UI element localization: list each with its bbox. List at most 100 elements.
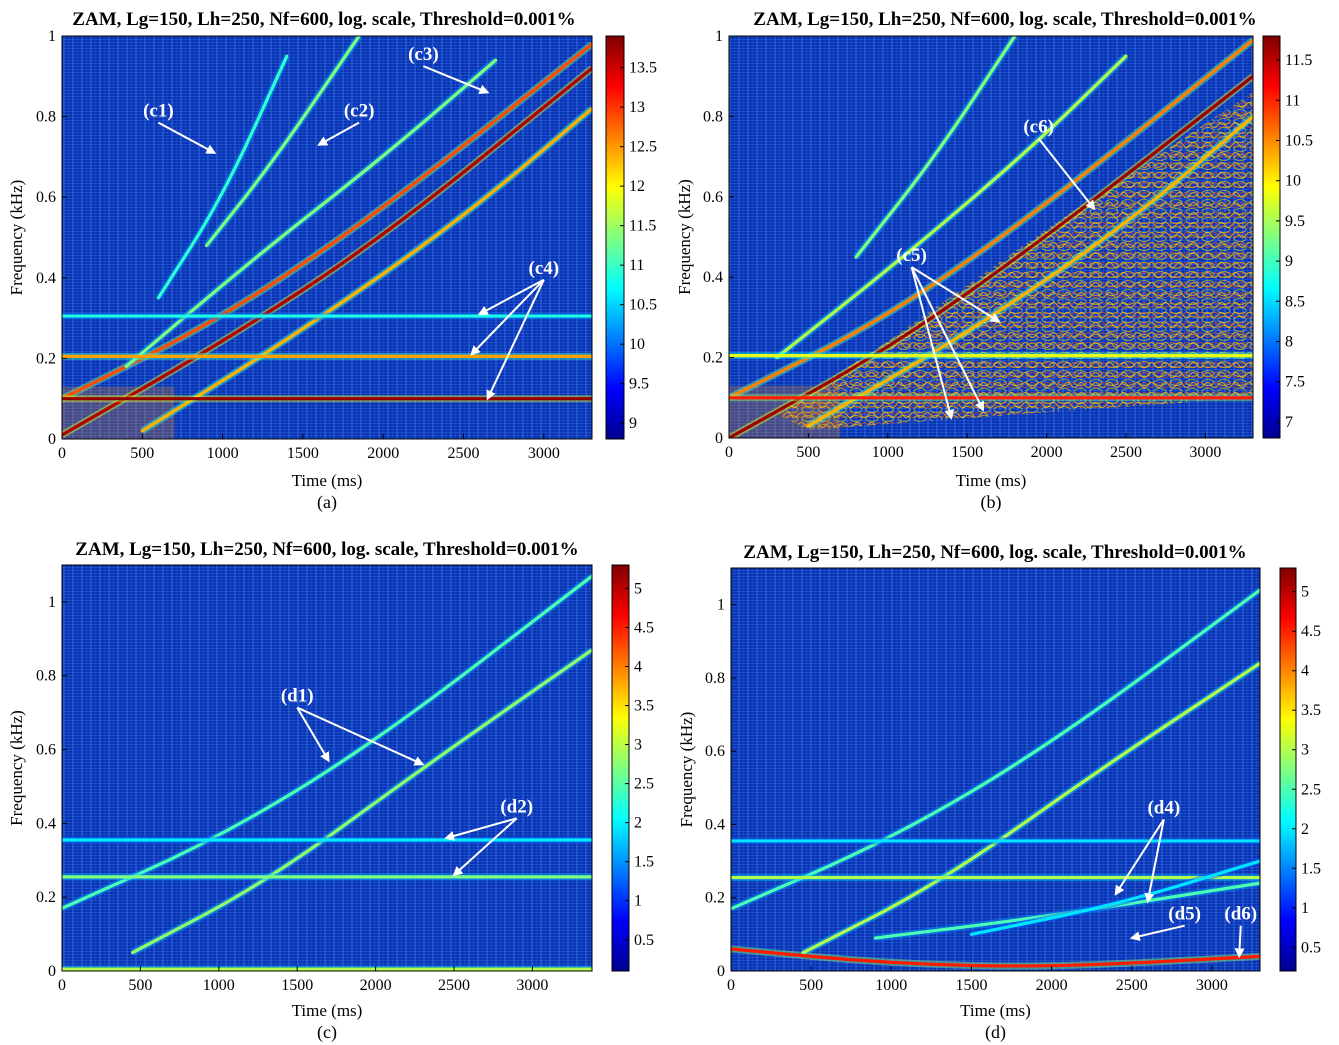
ridge xyxy=(204,36,361,248)
colorbar-tick-label: 10.5 xyxy=(1285,133,1313,150)
colorbar-tick-label: 5 xyxy=(1301,584,1309,601)
x-tick-label: 1500 xyxy=(951,444,983,461)
annotation-arrow xyxy=(422,65,490,95)
x-tick-label: 0 xyxy=(727,977,735,994)
y-axis-label: Frequency (kHz) xyxy=(677,712,696,828)
x-axis-label: Time (ms) xyxy=(292,1001,363,1020)
colorbar-tick-label: 4 xyxy=(1301,663,1309,680)
ridge xyxy=(854,36,1017,259)
plot-area: (c1) (c2) (c3) (c4) xyxy=(62,36,592,439)
x-tick-label: 3000 xyxy=(1196,977,1228,994)
x-tick-label: 2500 xyxy=(448,445,480,462)
colorbar-tick-label: 10 xyxy=(629,336,645,353)
colorbar-tick-label: 0.5 xyxy=(1301,939,1321,956)
colorbar-tick-label: 12.5 xyxy=(629,139,657,156)
y-tick-label: 0 xyxy=(717,963,725,980)
annotation-arrow xyxy=(910,266,955,420)
annotation-arrow xyxy=(296,706,425,766)
colorbar-tick-label: 2 xyxy=(634,815,642,832)
x-tick-label: 2000 xyxy=(1031,444,1063,461)
y-tick-label: 0 xyxy=(48,963,56,980)
x-tick-label: 1000 xyxy=(203,977,235,994)
ridge xyxy=(801,661,1260,955)
plot-frame xyxy=(61,35,593,440)
ridge xyxy=(731,947,1260,968)
y-tick-label: 1 xyxy=(717,597,725,614)
x-tick-label: 2000 xyxy=(1036,977,1068,994)
colorbar-tick-label: 1.5 xyxy=(634,854,654,871)
plot-frame xyxy=(728,35,1254,439)
y-tick-label: 0.4 xyxy=(705,816,725,833)
annotation-arrow xyxy=(296,707,330,763)
colorbar-tick-label: 13 xyxy=(629,99,645,116)
colorbar-tick-label: 4.5 xyxy=(634,619,654,636)
y-tick-label: 0.4 xyxy=(36,270,56,287)
colorbar-tick-label: 3.5 xyxy=(1301,702,1321,719)
annotation-arrow xyxy=(1234,925,1245,959)
interference-region-2 xyxy=(776,92,1253,430)
colorbar-tick-label: 2 xyxy=(1301,821,1309,838)
colorbar-tick-label: 10.5 xyxy=(629,297,657,314)
colorbar-tick-label: 4.5 xyxy=(1301,623,1321,640)
panel-a: ZAM, Lg=150, Lh=250, Nf=600, log. scale,… xyxy=(7,9,657,513)
y-axis-label: Frequency (kHz) xyxy=(675,179,694,295)
texture-horizontal xyxy=(731,568,1260,971)
x-tick-label: 1000 xyxy=(875,977,907,994)
x-tick-label: 500 xyxy=(130,445,154,462)
plot-area: (d4) (d5) (d6) xyxy=(731,568,1260,971)
x-tick-label: 2500 xyxy=(438,977,470,994)
annotation-label: (c1) xyxy=(143,101,174,122)
annotation-label: (c4) xyxy=(529,258,560,279)
panel-caption: (a) xyxy=(317,492,337,513)
y-tick-label: 0.4 xyxy=(36,815,56,832)
chart-title: ZAM, Lg=150, Lh=250, Nf=600, log. scale,… xyxy=(72,9,575,30)
colorbar-tick-label: 11 xyxy=(1285,92,1300,109)
x-tick-label: 500 xyxy=(799,977,823,994)
annotation-arrow xyxy=(444,817,518,841)
x-tick-label: 1000 xyxy=(872,444,904,461)
annotation-arrow xyxy=(470,279,545,356)
panel-caption: (d) xyxy=(985,1022,1006,1043)
y-tick-label: 0 xyxy=(715,430,723,447)
x-tick-label: 2000 xyxy=(360,977,392,994)
ridge xyxy=(140,106,592,433)
annotation-label: (d2) xyxy=(500,796,533,817)
annotation-label: (d6) xyxy=(1224,904,1257,925)
y-tick-label: 0.2 xyxy=(36,889,56,906)
ridge xyxy=(62,42,592,401)
ridge xyxy=(729,38,1253,400)
x-tick-label: 2500 xyxy=(1110,444,1142,461)
colorbar xyxy=(1279,567,1297,972)
colorbar-tick-label: 1.5 xyxy=(1301,860,1321,877)
colorbar-tick-label: 3 xyxy=(634,737,642,754)
colorbar-tick-label: 0.5 xyxy=(634,932,654,949)
x-axis-label: Time (ms) xyxy=(292,471,363,490)
annotation-arrow xyxy=(1037,137,1096,211)
ridge xyxy=(124,58,498,369)
colorbar-tick-label: 1 xyxy=(634,893,642,910)
panel-caption: (c) xyxy=(317,1022,337,1043)
ridge xyxy=(156,54,289,300)
annotation-arrow xyxy=(157,121,217,154)
x-tick-label: 3000 xyxy=(516,977,548,994)
y-tick-label: 0.8 xyxy=(703,108,723,125)
colorbar-tick-label: 2.5 xyxy=(1301,781,1321,798)
annotation-label: (d5) xyxy=(1168,904,1201,925)
annotation-label: (c6) xyxy=(1023,116,1054,137)
colorbar-tick-label: 11.5 xyxy=(1285,52,1312,69)
x-tick-label: 2500 xyxy=(1116,977,1148,994)
annotation-arrow xyxy=(1114,818,1165,896)
colorbar-tick-label: 9.5 xyxy=(1285,213,1305,230)
colorbar-tick-label: 1 xyxy=(1301,900,1309,917)
ridge xyxy=(62,574,592,910)
colorbar-tick-label: 13.5 xyxy=(629,60,657,77)
colorbar-tick-label: 9 xyxy=(1285,253,1293,270)
annotation-arrow xyxy=(452,817,518,877)
y-tick-label: 0.2 xyxy=(703,350,723,367)
panel-d: ZAM, Lg=150, Lh=250, Nf=600, log. scale,… xyxy=(677,542,1321,1043)
panel-b: ZAM, Lg=150, Lh=250, Nf=600, log. scale,… xyxy=(675,9,1313,513)
colorbar-tick-label: 3 xyxy=(1301,742,1309,759)
x-tick-label: 0 xyxy=(58,977,66,994)
colorbar xyxy=(1262,35,1281,439)
